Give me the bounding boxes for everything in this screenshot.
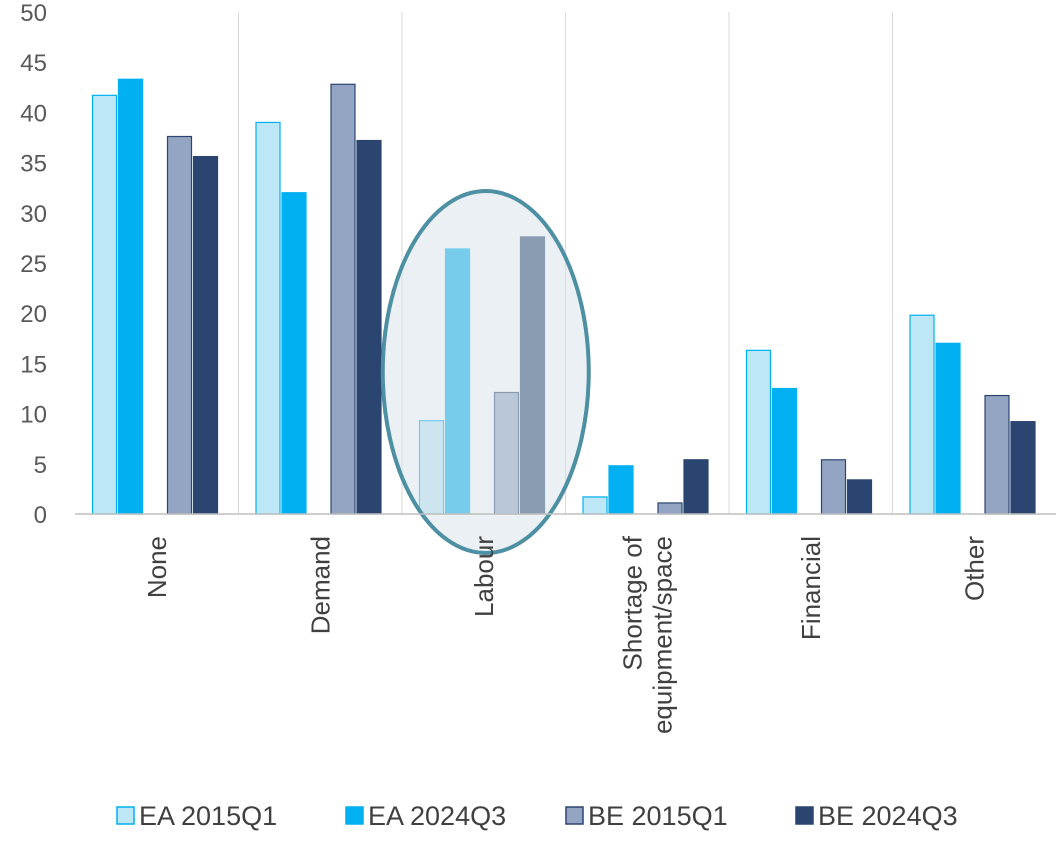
category-label-shortage-of-equipment-space-line2: equipment/space bbox=[647, 536, 677, 734]
y-tick-label-45: 45 bbox=[20, 50, 47, 77]
bar-shortage-of-equipment-space-ea-2024q3 bbox=[608, 465, 634, 515]
category-label-other: Other bbox=[959, 536, 989, 601]
bar-shortage-of-equipment-space-ea-2015q1 bbox=[582, 496, 608, 515]
y-tick-label-50: 50 bbox=[20, 0, 47, 27]
bar-other-be-2024q3 bbox=[1010, 421, 1036, 515]
legend-label-be-2015q1: BE 2015Q1 bbox=[588, 801, 728, 831]
legend-swatch-ea-2015q1 bbox=[116, 806, 135, 825]
bar-none-ea-2024q3 bbox=[117, 78, 144, 515]
bar-shortage-of-equipment-space-be-2024q3 bbox=[683, 459, 709, 515]
bar-other-be-2015q1 bbox=[984, 394, 1010, 515]
bar-demand-ea-2015q1 bbox=[255, 121, 281, 515]
bar-shortage-of-equipment-space-be-2015q1 bbox=[657, 502, 683, 515]
y-tick-label-25: 25 bbox=[20, 251, 47, 278]
bar-financial-ea-2015q1 bbox=[745, 349, 772, 515]
y-tick-label-30: 30 bbox=[20, 201, 47, 228]
bar-none-be-2024q3 bbox=[192, 155, 219, 515]
annotation bbox=[380, 189, 591, 555]
legend-label-ea-2024q3: EA 2024Q3 bbox=[368, 801, 506, 831]
category-label-financial: Financial bbox=[796, 536, 826, 640]
y-tick-label-0: 0 bbox=[34, 502, 47, 529]
y-axis-ticks: 0 5 10 15 20 25 30 35 40 45 50 bbox=[20, 0, 47, 529]
bar-demand-be-2015q1 bbox=[330, 83, 356, 515]
bar-other-ea-2024q3 bbox=[935, 342, 961, 515]
bar-financial-be-2024q3 bbox=[846, 479, 873, 515]
highlight-ellipse bbox=[380, 189, 591, 555]
y-tick-label-5: 5 bbox=[34, 452, 47, 479]
y-tick-label-15: 15 bbox=[20, 351, 47, 378]
y-tick-label-35: 35 bbox=[20, 151, 47, 178]
legend-label-ea-2015q1: EA 2015Q1 bbox=[139, 801, 277, 831]
bar-financial-ea-2024q3 bbox=[771, 387, 798, 515]
category-label-labour: Labour bbox=[469, 536, 499, 617]
bar-other-ea-2015q1 bbox=[909, 314, 935, 515]
y-tick-label-40: 40 bbox=[20, 100, 47, 127]
legend-label-be-2024q3: BE 2024Q3 bbox=[818, 801, 958, 831]
category-label-demand: Demand bbox=[305, 536, 335, 634]
bar-demand-be-2024q3 bbox=[356, 139, 382, 515]
legend-swatch-be-2015q1 bbox=[565, 806, 584, 825]
category-labels: None Demand Labour Shortage of equipment/spa… bbox=[142, 535, 990, 734]
category-label-shortage-of-equipment-space-line1: Shortage of bbox=[617, 535, 647, 670]
legend-swatch-be-2024q3 bbox=[795, 806, 814, 825]
legend-swatch-ea-2024q3 bbox=[345, 806, 364, 825]
y-tick-label-10: 10 bbox=[20, 402, 47, 429]
category-label-none: None bbox=[142, 536, 172, 598]
bar-none-be-2015q1 bbox=[166, 135, 193, 515]
bar-financial-be-2015q1 bbox=[820, 459, 847, 515]
bar-none-ea-2015q1 bbox=[91, 94, 118, 515]
legend: EA 2015Q1 EA 2024Q3 BE 2015Q1 BE 2024Q3 bbox=[116, 801, 958, 831]
y-tick-label-20: 20 bbox=[20, 301, 47, 328]
bar-demand-ea-2024q3 bbox=[281, 192, 307, 515]
